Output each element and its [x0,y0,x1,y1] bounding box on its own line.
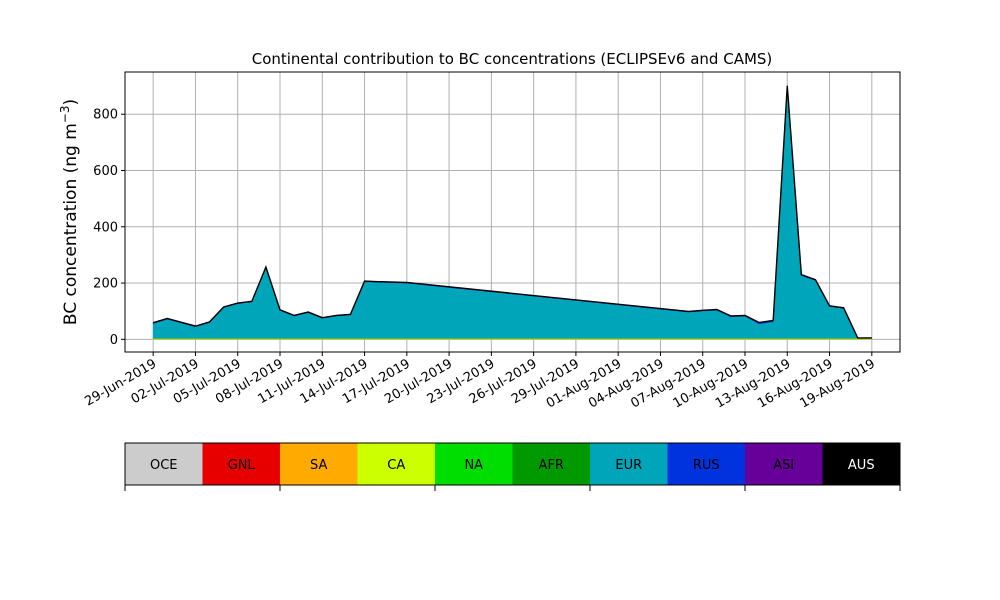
legend-frame [124,442,901,486]
legend-swatch-eur [590,443,668,485]
legend-swatch-oce [125,443,203,485]
y-tick-label: 0 [110,333,118,348]
legend-swatch-na [435,443,513,485]
y-tick-label: 800 [93,108,118,123]
chart-title: Continental contribution to BC concentra… [252,50,773,68]
legend-swatch-aus [822,443,901,485]
plot-frame [124,71,901,353]
legend-label-ca: CA [387,458,405,473]
y-axis-label-superscript: −3 [58,105,72,123]
legend-label-oce: OCE [150,458,178,473]
legend-label-afr: AFR [539,458,564,473]
plot-areas [152,85,873,340]
legend-swatch-afr [512,443,591,485]
stack-outline [152,85,872,339]
legend-swatch-sa [280,443,358,485]
legend-label-na: NA [464,458,483,473]
legend-label-rus: RUS [693,458,720,473]
y-axis-label-suffix: ) [61,99,81,106]
legend-label-eur: EUR [615,458,642,473]
legend-label-gnl: GNL [228,458,256,473]
legend-swatch-rus [667,443,746,485]
legend-label-asi: ASI [773,458,794,473]
y-axis-label: BC concentration (ng m−3) [58,99,81,325]
y-tick-label: 600 [93,164,118,179]
legend-swatch-ca [357,443,436,485]
legend-colorbar: OCE GNL SA CA NA AFR EUR RUS ASI AUS [124,442,901,491]
legend-label-aus: AUS [848,458,875,473]
legend-label-sa: SA [310,458,327,473]
y-tick-label: 400 [93,220,118,235]
y-tick-label: 200 [93,277,118,292]
legend-swatch-gnl [202,443,281,485]
legend-swatch-asi [745,443,823,485]
y-axis-label-main: BC concentration (ng m [61,123,81,325]
